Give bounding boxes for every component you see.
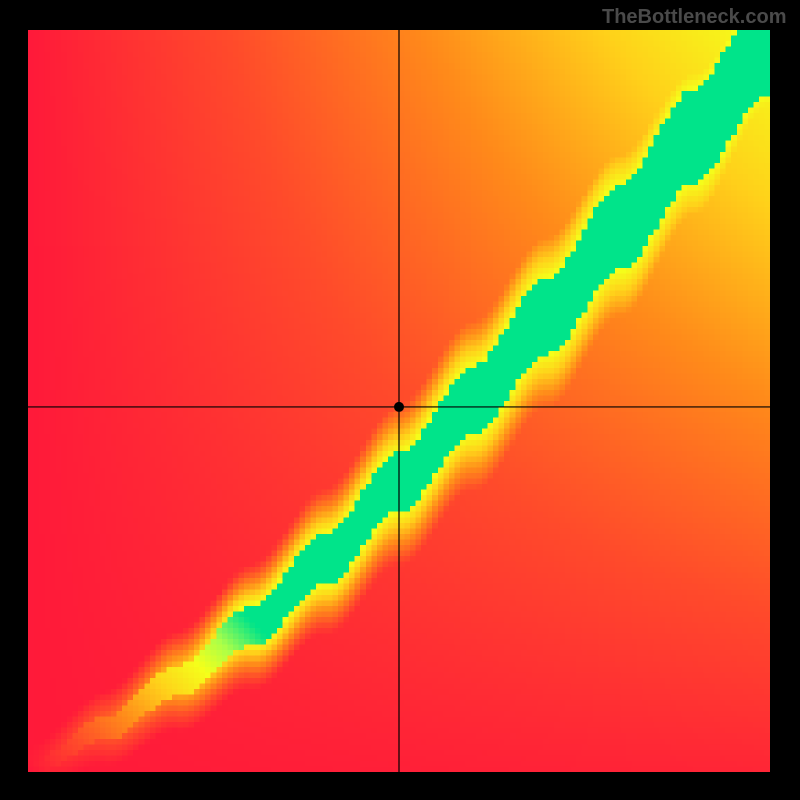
chart-container: TheBottleneck.com xyxy=(0,0,800,800)
bottleneck-heatmap xyxy=(28,30,770,772)
watermark-text: TheBottleneck.com xyxy=(602,6,786,29)
